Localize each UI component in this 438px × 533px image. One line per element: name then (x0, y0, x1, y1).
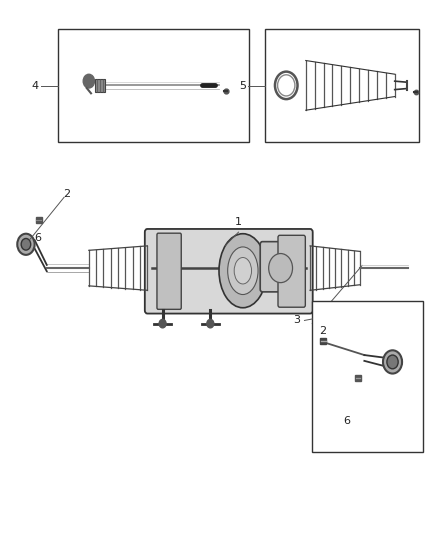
Text: 6: 6 (34, 233, 41, 244)
FancyBboxPatch shape (145, 229, 313, 313)
Text: 1: 1 (235, 217, 242, 227)
Bar (265, 29, 419, 142)
Bar (95, 79, 105, 92)
FancyBboxPatch shape (157, 233, 181, 309)
FancyBboxPatch shape (260, 241, 301, 292)
Text: 4: 4 (32, 80, 39, 91)
Circle shape (387, 355, 398, 369)
Text: 2: 2 (63, 189, 70, 198)
Circle shape (17, 233, 35, 255)
Circle shape (383, 350, 402, 374)
Text: 6: 6 (343, 416, 350, 426)
Circle shape (159, 319, 166, 328)
Text: 5: 5 (239, 80, 246, 91)
Ellipse shape (234, 257, 251, 284)
Ellipse shape (219, 233, 267, 308)
Text: 3: 3 (293, 316, 300, 326)
FancyBboxPatch shape (278, 235, 305, 307)
Ellipse shape (228, 247, 258, 295)
Text: 2: 2 (319, 326, 326, 336)
Bar (59, 29, 249, 142)
Circle shape (83, 74, 95, 88)
Circle shape (207, 319, 214, 328)
Circle shape (21, 238, 31, 250)
Ellipse shape (268, 254, 293, 282)
Bar (312, 301, 423, 451)
